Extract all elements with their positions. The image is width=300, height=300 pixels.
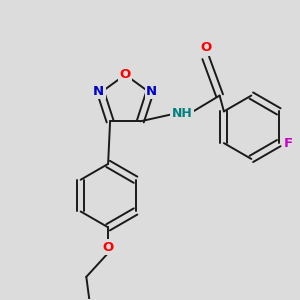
Text: O: O — [120, 68, 131, 81]
Text: N: N — [146, 85, 157, 98]
Text: N: N — [93, 85, 104, 98]
Text: O: O — [103, 241, 114, 254]
Text: O: O — [200, 41, 212, 55]
Text: NH: NH — [172, 107, 192, 120]
Text: F: F — [284, 136, 293, 150]
